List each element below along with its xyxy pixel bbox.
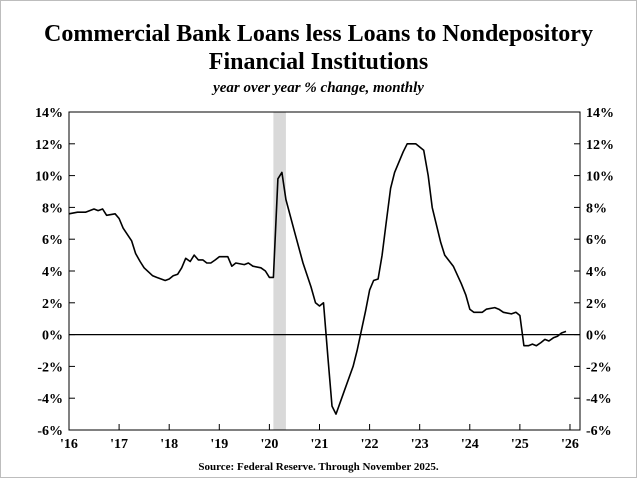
y-tick-label-left: -2% (37, 360, 63, 375)
y-tick-label-right: 10% (586, 170, 614, 185)
x-tick-label: '25 (511, 437, 529, 452)
y-tick-label-left: 14% (35, 106, 63, 121)
y-tick-label-right: 6% (586, 233, 607, 248)
y-tick-label-left: 4% (42, 265, 63, 280)
y-tick-label-left: -6% (37, 424, 63, 439)
y-tick-label-right: 8% (586, 201, 607, 216)
y-tick-label-left: 8% (42, 201, 63, 216)
y-tick-label-right: -2% (586, 360, 612, 375)
x-tick-label: '18 (160, 437, 178, 452)
y-tick-label-right: 4% (586, 265, 607, 280)
y-tick-label-right: 14% (586, 106, 614, 121)
plot-area-border (68, 111, 581, 431)
series-line (68, 143, 567, 415)
y-tick-label-right: 0% (586, 329, 607, 344)
recession-shade (273, 112, 286, 430)
y-tick-label-left: 6% (42, 233, 63, 248)
y-tick-label-right: 2% (586, 297, 607, 312)
chart-source-note: Source: Federal Reserve. Through Novembe… (198, 461, 439, 473)
x-tick-label: '17 (110, 437, 128, 452)
y-tick-label-right: 12% (586, 138, 614, 153)
x-tick-label: '24 (461, 437, 479, 452)
chart-subtitle: year over year % change, monthly (213, 80, 424, 96)
y-tick-label-right: -4% (586, 392, 612, 407)
x-tick-label: '16 (60, 437, 78, 452)
x-tick-label: '22 (361, 437, 379, 452)
y-tick-label-left: 0% (42, 329, 63, 344)
y-tick-label-left: 10% (35, 170, 63, 185)
y-tick-label-left: 2% (42, 297, 63, 312)
x-tick-label: '20 (260, 437, 278, 452)
chart-title-line-1: Commercial Bank Loans less Loans to Nond… (44, 21, 593, 47)
y-tick-label-left: 12% (35, 138, 63, 153)
x-tick-label: '23 (411, 437, 429, 452)
x-tick-label: '19 (210, 437, 228, 452)
chart-title-line-2: Financial Institutions (208, 49, 429, 75)
x-tick-label: '21 (311, 437, 329, 452)
y-tick-label-left: -4% (37, 392, 63, 407)
y-tick-label-right: -6% (586, 424, 612, 439)
x-tick-label: '26 (561, 437, 579, 452)
